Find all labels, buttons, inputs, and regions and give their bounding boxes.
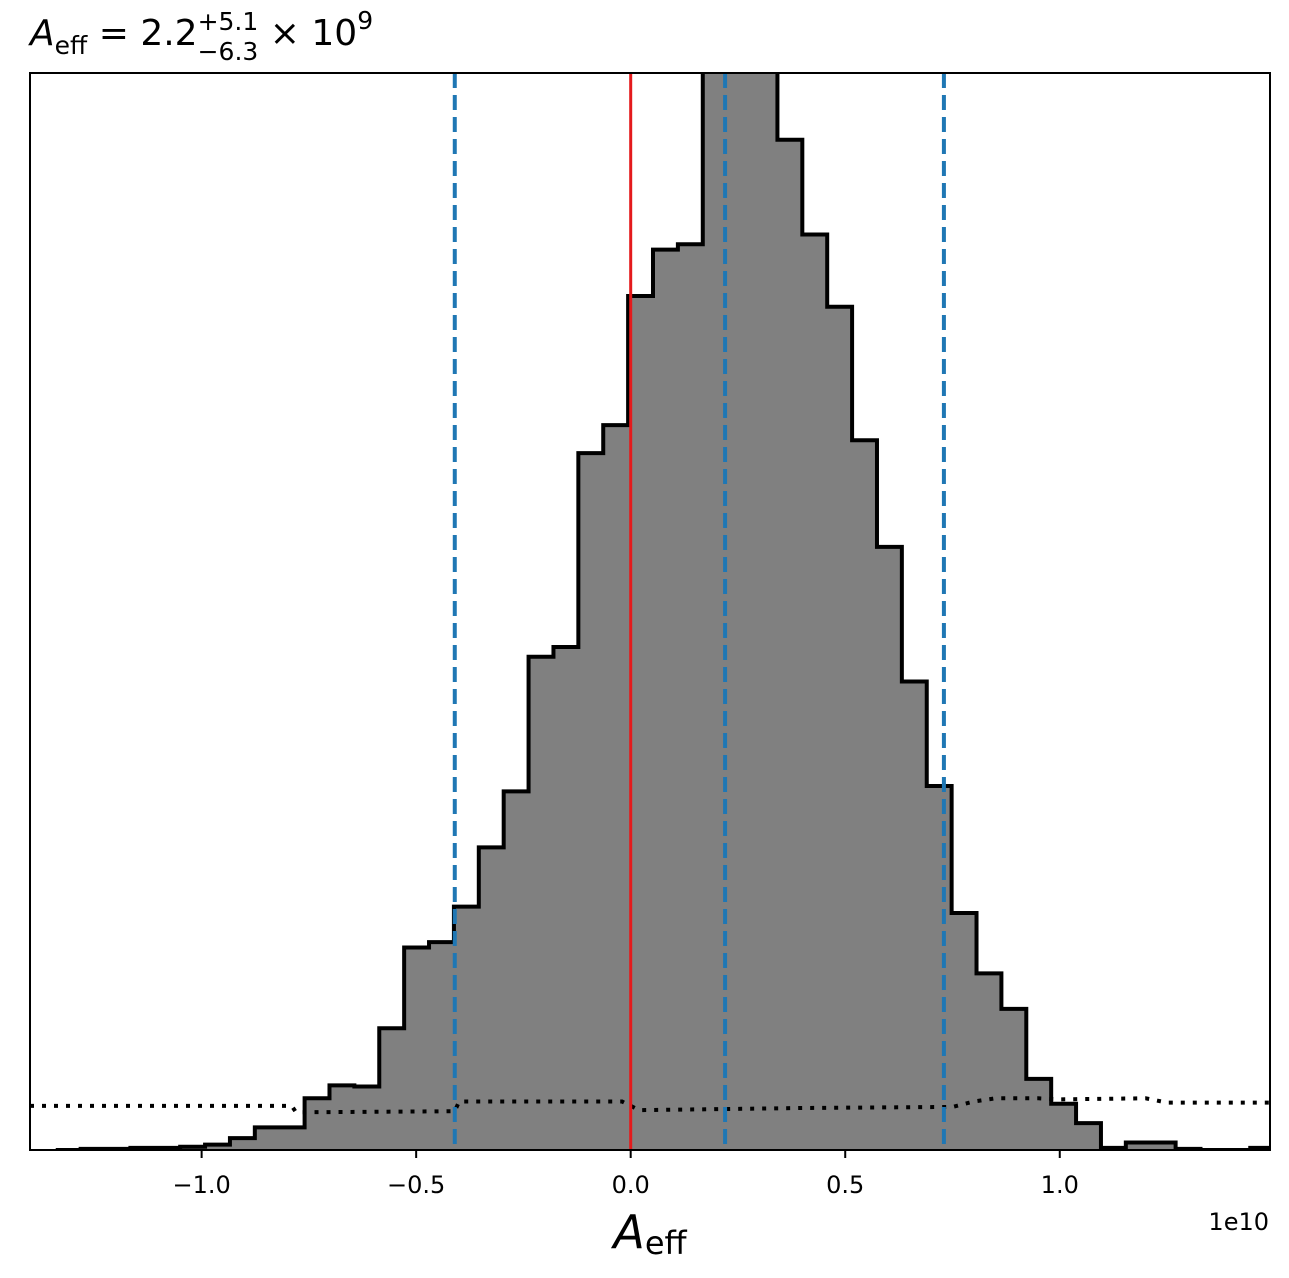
x-tick-label: −1.0 [172,1171,230,1199]
x-axis-offset-text: 1e10 [1208,1208,1269,1236]
histogram-bar [1125,1142,1152,1150]
histogram-bar [901,681,928,1150]
histogram-bar [1051,1103,1077,1150]
histogram-bar [852,440,878,1150]
x-tick-label: 0.0 [612,1171,650,1199]
title-median: 2.2 [140,13,197,54]
histogram-bar [951,913,977,1150]
histogram-bar [628,295,654,1150]
histogram-bar [503,791,529,1150]
x-label-symbol: A [610,1205,644,1259]
histogram-bar [578,453,604,1150]
title-times: × [258,13,311,54]
histogram-bar [653,249,679,1150]
title-equals: = [87,13,140,54]
title-base: 10 [311,13,357,54]
plot-content [30,73,1270,1150]
axes-frame [29,72,1271,1151]
histogram-bar [1150,1142,1177,1150]
histogram-bar [802,234,828,1150]
histogram-bar [727,73,753,1150]
chart-title: Aeff = 2.2+5.1 −6.3 × 109 [28,6,373,66]
title-lower-error: −6.3 [198,37,259,66]
histogram-bar [205,1144,231,1150]
histogram-outline [55,73,1270,1150]
histogram-bar [329,1085,355,1150]
x-tick-label: 0.5 [826,1171,864,1199]
histogram-bar [279,1127,306,1150]
histogram-bar [254,1127,281,1150]
histogram-bar [827,306,853,1150]
title-symbol: A [28,13,55,54]
histogram-bar [752,73,778,1150]
x-axis-ticks: −1.0 −0.5 0.0 0.5 1.0 [172,1150,1079,1199]
histogram-bar [603,425,629,1150]
histogram-bar [429,942,455,1150]
histogram-bar [1001,1008,1027,1150]
histogram-bar [404,947,430,1150]
x-label-subscript: eff [645,1224,688,1262]
histogram-bar [777,139,803,1150]
histogram-bar [1076,1123,1102,1150]
x-tick-label: 1.0 [1041,1171,1079,1199]
title-symbol-subscript: eff [55,31,88,60]
histogram-bar [453,906,480,1150]
x-tick-label: −0.5 [387,1171,445,1199]
histogram-bar [553,647,579,1150]
title-upper-error: +5.1 [198,7,259,36]
histogram-bar [528,656,554,1150]
histogram-bar [926,785,953,1150]
histogram-bar [478,847,505,1150]
histogram-bar [1026,1078,1052,1150]
x-axis-label: Aeff [610,1205,687,1262]
histogram-bar [354,1086,380,1150]
title-exponent: 9 [357,6,373,35]
histogram-bar [976,973,1002,1150]
histogram-bar [229,1138,256,1150]
histogram-bar [379,1028,405,1150]
histogram-bar [876,546,903,1150]
histogram-bar [677,244,704,1150]
prior-dotted-line [30,1096,1270,1115]
histogram-bar [304,1098,330,1150]
